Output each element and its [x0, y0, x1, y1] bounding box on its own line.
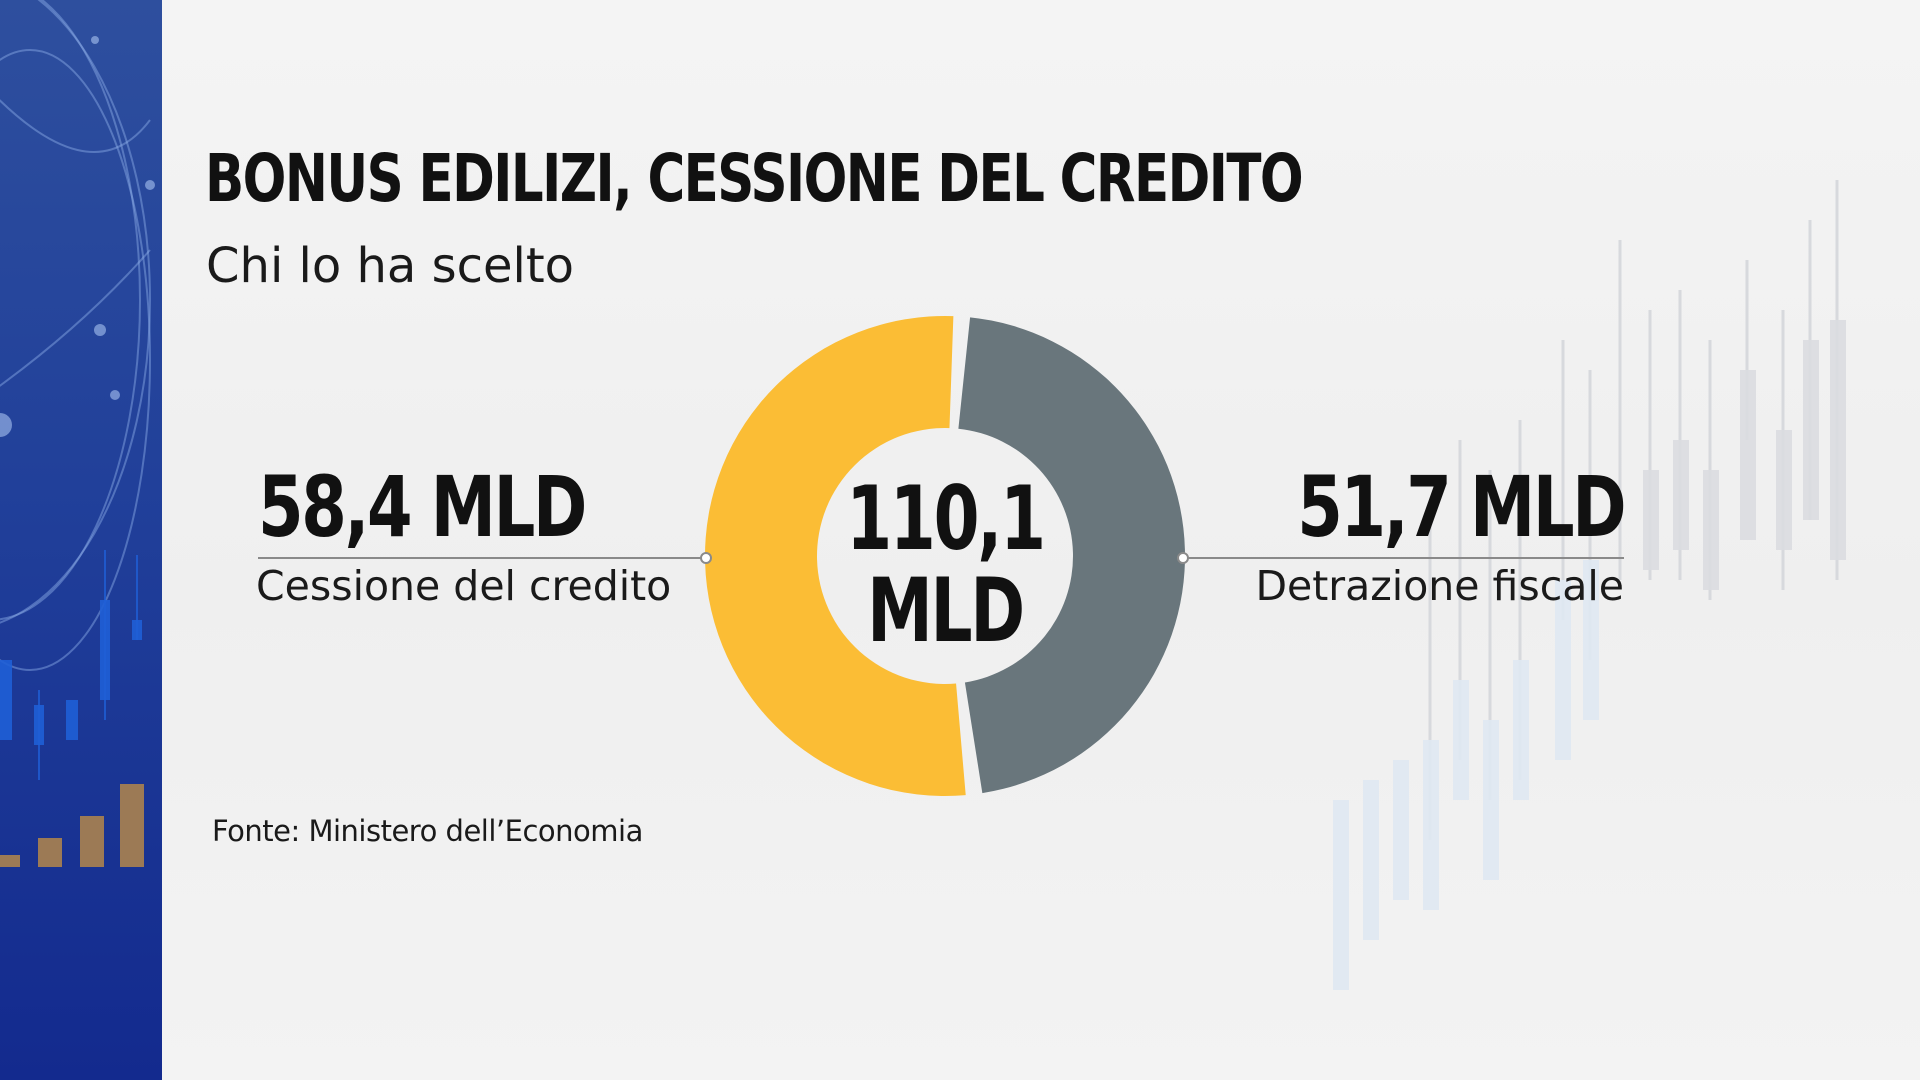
slice-label-cessione: Cessione del credito [256, 562, 672, 610]
chart-title: BONUS EDILIZI, CESSIONE DEL CREDITO [205, 140, 1304, 217]
right-leader-dot [1177, 552, 1189, 564]
donut-slice-cessione [705, 316, 966, 796]
chart-subtitle: Chi lo ha scelto [206, 238, 575, 294]
left-decorative-band [0, 0, 162, 1080]
slice-value-cessione: 58,4 MLD [258, 458, 587, 556]
background-candlestick-graphic [1333, 180, 1846, 990]
globe-network-graphic [0, 0, 155, 867]
slice-value-detrazione: 51,7 MLD [1296, 458, 1626, 556]
donut-total-unit: MLD [867, 559, 1025, 662]
slice-label-detrazione: Detrazione fiscale [1255, 562, 1624, 610]
left-leader-dot [700, 552, 712, 564]
donut-slice-detrazione [958, 317, 1186, 794]
donut-total-value: 110,1 [846, 467, 1046, 570]
source-note: Fonte: Ministero dell’Economia [212, 814, 643, 848]
